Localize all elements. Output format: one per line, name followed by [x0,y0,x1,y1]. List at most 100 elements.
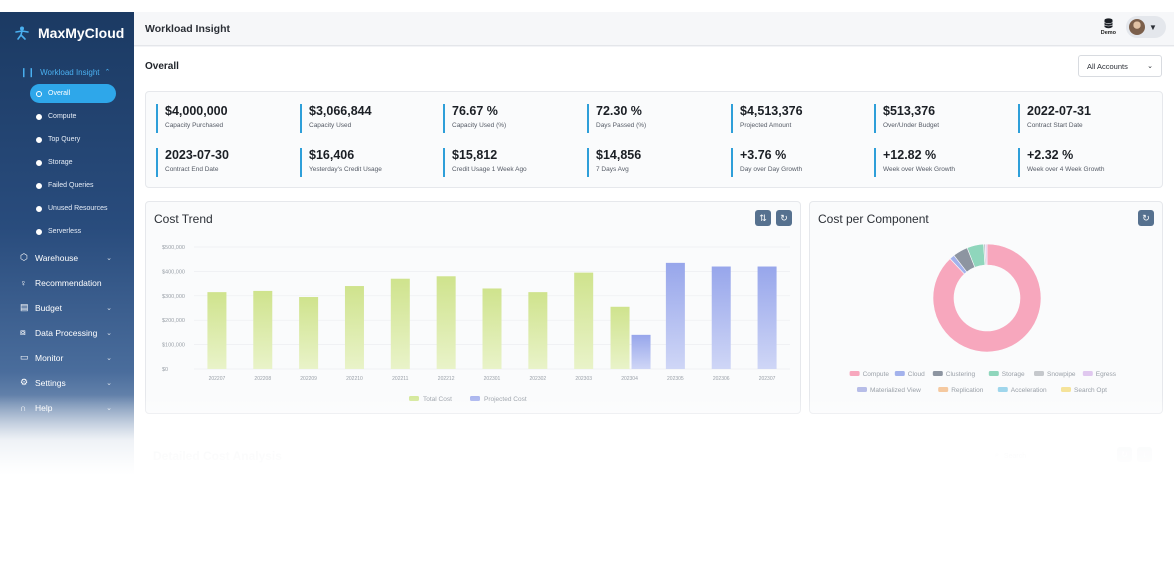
sidebar-subitem-unused-resources[interactable]: Unused Resources [30,199,116,218]
sidebar-item-settings[interactable]: ⚙ Settings ⌄ [0,370,134,395]
x-tick-label: 202304 [621,376,638,382]
refresh-button[interactable]: ↻ [776,210,792,226]
sidebar: MaxMyCloud ❙❙ Workload Insight ⌃ Overall… [0,12,134,492]
sort-button[interactable]: ⇅ [755,210,771,226]
sidebar-subitem-failed-queries[interactable]: Failed Queries [30,176,116,195]
cost-trend-chart: $0 $100,000 $200,000 $300,000 $400,000 $500,0… [162,245,790,403]
sidebar-subitem-top-query[interactable]: Top Query [30,130,116,149]
bar-total-cost [344,286,364,369]
sidebar-group-workload-insight[interactable]: ❙❙ Workload Insight ⌃ [0,62,134,82]
database-icon [1104,18,1113,29]
kpi-over-under-budget: $513,376 Over/Under Budget [874,104,1014,133]
legend-label: Replication [951,387,984,394]
kpi-label: Day over Day Growth [740,166,803,173]
sidebar-subitem-overall[interactable]: Overall [30,84,116,103]
cube-icon: ⬡ [20,252,28,262]
x-tick-label: 202207 [209,376,226,382]
search-input[interactable]: ⌕ Search [989,447,1109,465]
account-switcher[interactable]: Demo [1101,18,1116,36]
kpi-value: 2023-07-30 [165,148,229,162]
app-window: MaxMyCloud ❙❙ Workload Insight ⌃ Overall… [0,12,1174,492]
sidebar-subitem-compute[interactable]: Compute [30,107,116,126]
x-tick-label: 202211 [392,376,409,382]
bar-total-cost [482,288,502,369]
refresh-button[interactable]: ↻ [1138,210,1154,226]
kpi-value: +2.32 % [1027,148,1074,162]
kpi-contract-end-date: 2023-07-30 Contract End Date [156,148,296,177]
kpi-value: $513,376 [883,104,936,118]
lightbulb-icon: ♀ [20,277,27,288]
kpi-projected-amount: $4,513,376 Projected Amount [731,104,871,133]
sidebar-item-label: Monitor [35,352,64,363]
app-name: MaxMyCloud [38,25,125,41]
kpi-label: 7 Days Avg [596,166,629,173]
x-tick-label: 202212 [438,376,455,382]
kpi-label: Projected Amount [740,122,792,129]
cost-trend-title: Cost Trend [154,212,213,226]
download-button[interactable]: ↓ [1137,447,1152,462]
headset-icon: ∩ [20,402,27,413]
kpi-value: $4,000,000 [165,104,228,118]
legend-label: Snowpipe [1047,371,1076,378]
slice-compute [932,243,1042,353]
search-icon: ⌕ [995,452,999,459]
x-tick-label: 202302 [530,376,547,382]
x-tick-label: 202306 [713,376,730,382]
refresh-icon: ↻ [1142,212,1150,223]
chevron-down-icon: ⌄ [106,379,112,387]
sidebar-subitem-label: Failed Queries [48,182,94,189]
y-tick-label: $200,000 [162,318,185,324]
radio-dot-icon [36,113,42,120]
legend-swatch [849,371,860,376]
sidebar-item-help[interactable]: ∩ Help ⌄ [0,395,134,420]
brand[interactable]: MaxMyCloud [0,12,134,54]
y-tick-label: $100,000 [162,343,185,349]
bar-total-cost [436,276,456,369]
kpi-value: 76.67 % [452,104,498,118]
legend-swatch [1082,371,1093,376]
x-tick-label: 202303 [575,376,592,382]
bar-total-cost [207,292,227,369]
kpi-capacity-used-pct: 76.67 % Capacity Used (%) [443,104,583,133]
sidebar-item-label: Data Processing [35,327,98,338]
x-tick-label: 202210 [346,376,363,382]
sidebar-item-label: Warehouse [35,252,79,263]
bar-projected-cost [631,334,651,369]
legend-label: Search Opt [1074,387,1107,394]
kpi-value: $15,812 [452,148,498,162]
sidebar-item-data-processing[interactable]: ⧇ Data Processing ⌄ [0,320,134,345]
accounts-select[interactable]: All Accounts ⌄ [1078,55,1162,77]
kpi-value: $3,066,844 [309,104,372,118]
kpi-value: $4,513,376 [740,104,803,118]
logo-icon [15,26,29,40]
sidebar-subitem-storage[interactable]: Storage [30,153,116,172]
chevron-down-icon: ⌄ [106,404,112,412]
sidebar-item-warehouse[interactable]: ⬡ Warehouse ⌄ [0,245,134,270]
kpi-label: Contract Start Date [1027,122,1083,129]
kpi-label: Days Passed (%) [596,122,647,129]
download-icon: ↓ [1142,450,1147,459]
user-menu[interactable]: ▼ [1126,16,1166,38]
kpi-panel: $4,000,000 Capacity Purchased $3,066,844 C… [145,91,1163,188]
kpi-label: Week over 4 Week Growth [1027,166,1105,173]
bar-total-cost [299,297,319,369]
accounts-select-value: All Accounts [1087,61,1128,71]
radio-dot-icon [36,159,42,166]
refresh-icon: ↻ [1121,450,1128,459]
sidebar-subitem-serverless[interactable]: Serverless [30,222,116,241]
sidebar-item-recommendation[interactable]: ♀ Recommendation [0,270,134,295]
sidebar-item-budget[interactable]: ▤ Budget ⌄ [0,295,134,320]
account-label: Demo [1100,30,1116,36]
sidebar-item-monitor[interactable]: ▭ Monitor ⌄ [0,345,134,370]
section-title: Overall [145,61,179,72]
sidebar-item-label: Recommendation [35,277,102,288]
sidebar-item-label: Settings [35,377,66,388]
detail-refresh-button[interactable]: ↻ [1117,447,1132,462]
legend-label: Acceleration [1011,387,1047,394]
legend-label: Storage [1002,371,1025,378]
legend-swatch [997,387,1008,392]
cost-trend-card: Cost Trend ⇅ ↻ $0 $100,000 $200,000 $300,00… [145,201,801,414]
avatar [1129,19,1145,35]
legend-swatch [1034,371,1044,376]
x-tick-label: 202208 [254,376,271,382]
